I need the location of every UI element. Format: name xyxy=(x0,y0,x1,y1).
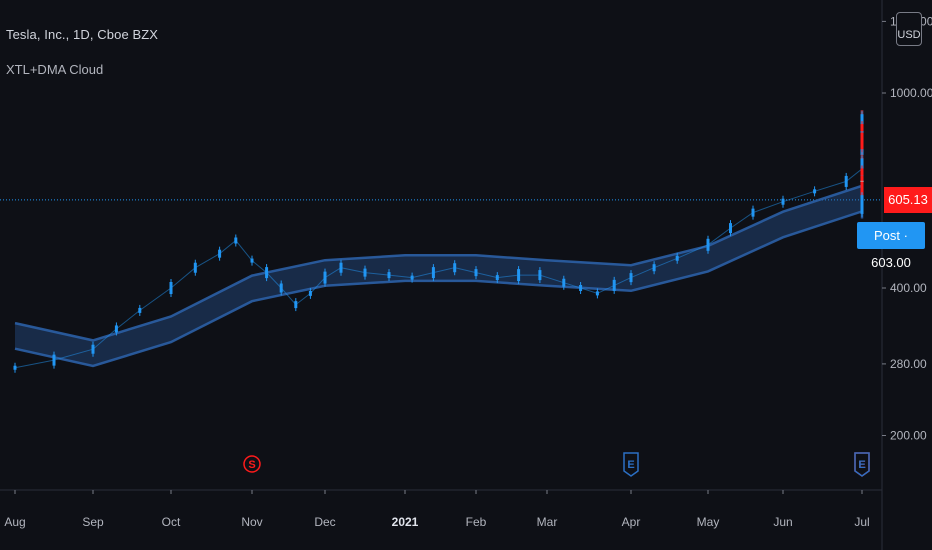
time-tick-label: Oct xyxy=(162,515,181,529)
event-marker-label: S xyxy=(248,459,255,471)
price-tick-label: 1000.00 xyxy=(890,86,932,100)
event-marker-label: E xyxy=(858,459,865,471)
time-tick-label: Dec xyxy=(314,515,335,529)
candle-body xyxy=(114,325,118,333)
dma-cloud-fill xyxy=(15,110,862,366)
time-tick-label: Sep xyxy=(82,515,104,529)
symbol-legend: Tesla, Inc., 1D, Cboe BZX xyxy=(6,27,159,42)
candle-body xyxy=(410,275,414,280)
time-tick-label: Mar xyxy=(537,515,558,529)
candle-body xyxy=(860,168,864,176)
candle-body xyxy=(538,270,542,281)
candle-body xyxy=(52,354,56,366)
candle-body xyxy=(595,291,599,296)
candle-body xyxy=(860,203,864,214)
candle-body xyxy=(629,273,633,283)
candle-body xyxy=(495,275,499,281)
event-marker-split xyxy=(243,455,261,473)
price-tick-label: 280.00 xyxy=(890,357,927,371)
candle-body xyxy=(431,267,435,279)
candle-body xyxy=(860,124,864,132)
candle-body xyxy=(860,175,864,181)
time-tick-label: Nov xyxy=(241,515,262,529)
candle-body xyxy=(265,267,269,279)
candle-body xyxy=(562,278,566,287)
currency-button[interactable]: USD xyxy=(896,12,922,46)
candle-body xyxy=(652,264,656,272)
candle-body xyxy=(308,290,312,296)
candle-body xyxy=(675,255,679,261)
time-tick-label: Apr xyxy=(622,515,641,529)
event-marker-earnings xyxy=(623,452,639,477)
candle-body xyxy=(729,223,732,234)
candle-body xyxy=(813,189,817,194)
candle-body xyxy=(193,262,197,273)
candle-body xyxy=(387,272,391,279)
candle-body xyxy=(169,282,173,294)
time-tick-label: Jul xyxy=(854,515,869,529)
candle-body xyxy=(579,285,583,291)
candle-body xyxy=(218,249,222,258)
candle-body xyxy=(138,307,142,313)
price-tick-label: 400.00 xyxy=(890,281,927,295)
candle-body xyxy=(363,268,367,277)
candle-body xyxy=(706,238,710,251)
candle-body xyxy=(612,279,616,291)
time-tick-label: Aug xyxy=(4,515,25,529)
event-marker-label: E xyxy=(858,459,865,471)
event-marker-earnings xyxy=(854,452,870,477)
candle-body xyxy=(781,198,785,205)
candle-body xyxy=(91,344,95,354)
candle-body xyxy=(339,262,343,273)
time-tick-label: Jun xyxy=(773,515,792,529)
candle-body xyxy=(323,271,327,284)
time-tick-label: Feb xyxy=(466,515,487,529)
candle-body xyxy=(279,283,283,293)
time-tick-label: May xyxy=(697,515,720,529)
event-marker-label: E xyxy=(627,459,634,471)
candle-body xyxy=(453,263,457,273)
candle-body xyxy=(844,175,848,187)
candle-body xyxy=(517,269,521,282)
candle-body xyxy=(860,137,864,150)
candle-body xyxy=(234,237,238,244)
candle-body xyxy=(751,208,755,217)
candle-body xyxy=(294,301,298,309)
candle-body xyxy=(13,365,17,370)
last-price-label: 605.13 xyxy=(884,187,932,213)
candle-body xyxy=(860,197,864,202)
time-tick-label: 2021 xyxy=(392,515,419,529)
candle-body xyxy=(474,269,478,277)
post-market-label: Post · 603.00 xyxy=(857,222,925,270)
price-tick-label: 200.00 xyxy=(890,429,927,443)
candle-body xyxy=(250,258,254,263)
indicator-legend: XTL+DMA Cloud xyxy=(6,62,104,77)
